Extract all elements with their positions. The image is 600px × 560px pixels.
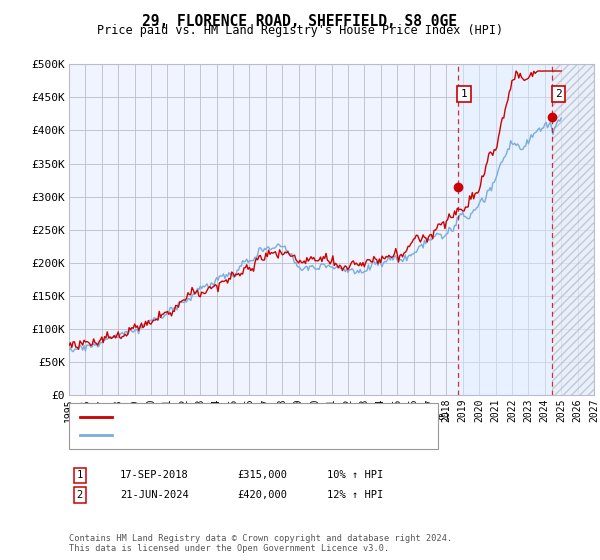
- Bar: [553, 64, 594, 395]
- Text: 17-SEP-2018: 17-SEP-2018: [120, 470, 189, 480]
- Text: 21-JUN-2024: 21-JUN-2024: [120, 490, 189, 500]
- Bar: [458, 64, 553, 395]
- Text: 2: 2: [555, 89, 562, 99]
- Text: £420,000: £420,000: [237, 490, 287, 500]
- Text: 10% ↑ HPI: 10% ↑ HPI: [327, 470, 383, 480]
- Text: 2: 2: [77, 490, 83, 500]
- Text: Contains HM Land Registry data © Crown copyright and database right 2024.
This d: Contains HM Land Registry data © Crown c…: [69, 534, 452, 553]
- Text: 29, FLORENCE ROAD, SHEFFIELD, S8 0GE: 29, FLORENCE ROAD, SHEFFIELD, S8 0GE: [143, 14, 458, 29]
- Text: 29, FLORENCE ROAD, SHEFFIELD, S8 0GE (detached house): 29, FLORENCE ROAD, SHEFFIELD, S8 0GE (de…: [119, 412, 451, 422]
- Text: 1: 1: [77, 470, 83, 480]
- Text: 1: 1: [460, 89, 467, 99]
- Text: £315,000: £315,000: [237, 470, 287, 480]
- Text: 12% ↑ HPI: 12% ↑ HPI: [327, 490, 383, 500]
- Bar: [553, 64, 594, 395]
- Text: HPI: Average price, detached house, Sheffield: HPI: Average price, detached house, Shef…: [119, 430, 401, 440]
- Text: Price paid vs. HM Land Registry's House Price Index (HPI): Price paid vs. HM Land Registry's House …: [97, 24, 503, 37]
